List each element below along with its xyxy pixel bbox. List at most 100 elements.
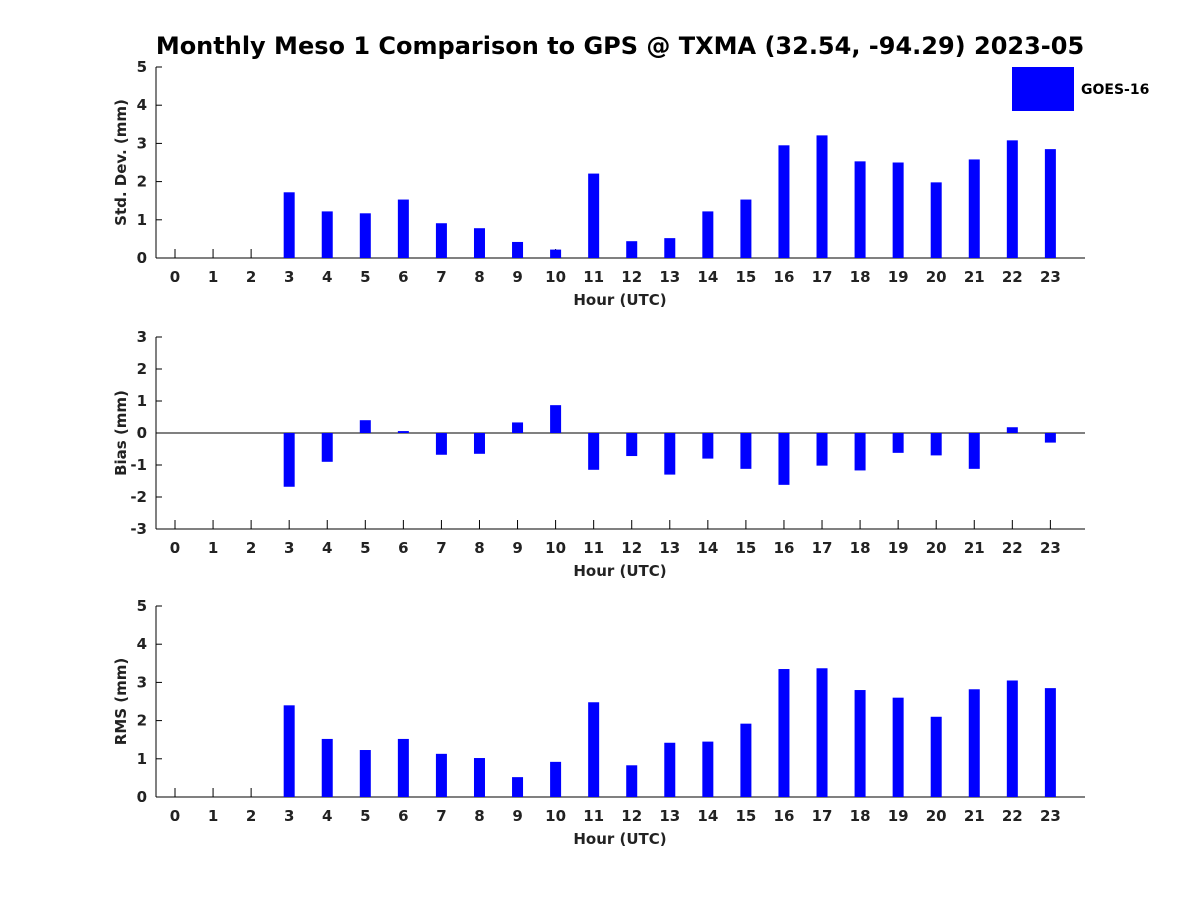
bar-hour-7 [435,753,447,797]
x-tick-label: 5 [360,539,370,557]
bar-hour-21 [968,689,980,797]
x-tick-label: 18 [850,539,871,557]
bar-hour-11 [588,702,600,797]
legend: GOES-16 [1012,67,1149,111]
x-tick-label: 4 [322,807,332,825]
bar-hour-8 [473,228,485,258]
x-tick-label: 22 [1002,539,1023,557]
bar-hour-16 [778,145,790,258]
x-tick-label: 2 [246,268,256,286]
y-axis-label: RMS (mm) [112,658,130,745]
bar-hour-16 [778,433,790,485]
y-tick-label: 4 [137,635,147,653]
x-tick-label: 12 [621,268,642,286]
bar-hour-23 [1044,433,1056,443]
bar-hour-9 [512,777,524,797]
bar-hour-13 [664,238,676,258]
bar-hour-22 [1006,427,1018,433]
x-tick-label: 17 [812,807,833,825]
x-tick-label: 16 [774,539,795,557]
x-tick-label: 19 [888,807,909,825]
x-tick-label: 22 [1002,807,1023,825]
bar-hour-5 [359,420,371,433]
bar-hour-4 [321,211,333,258]
bar-hour-23 [1044,149,1056,258]
bar-hour-18 [854,433,866,471]
bar-hour-10 [550,761,562,797]
y-tick-label: -2 [130,488,147,506]
y-tick-label: 1 [137,750,147,768]
bar-hour-12 [626,433,638,457]
bar-hour-12 [626,241,638,258]
x-tick-label: 3 [284,807,294,825]
x-tick-label: 17 [812,268,833,286]
x-tick-label: 16 [774,807,795,825]
x-tick-label: 22 [1002,268,1023,286]
x-tick-label: 0 [170,268,180,286]
x-tick-label: 11 [583,539,604,557]
bar-hour-6 [397,431,409,433]
x-tick-label: 15 [735,539,756,557]
bar-hour-4 [321,433,333,462]
x-tick-label: 19 [888,539,909,557]
x-tick-label: 7 [436,539,446,557]
x-tick-label: 5 [360,268,370,286]
x-axis-label: Hour (UTC) [573,291,666,309]
x-tick-label: 4 [322,539,332,557]
y-tick-label: 0 [137,249,147,267]
x-tick-label: 16 [774,268,795,286]
bar-hour-23 [1044,688,1056,797]
y-tick-label: 3 [137,328,147,346]
bar-hour-10 [550,405,562,433]
x-tick-label: 14 [697,807,718,825]
x-tick-label: 13 [659,268,680,286]
bar-hour-13 [664,433,676,475]
bar-hour-5 [359,213,371,258]
y-tick-label: -3 [130,520,147,538]
x-tick-label: 0 [170,539,180,557]
x-tick-label: 23 [1040,268,1061,286]
bar-hour-9 [512,422,524,433]
bar-hour-19 [892,162,904,258]
x-tick-label: 14 [697,539,718,557]
legend-swatch [1012,67,1074,111]
x-tick-label: 20 [926,268,947,286]
bar-hour-21 [968,433,980,469]
x-tick-label: 6 [398,807,408,825]
bar-hour-7 [435,223,447,258]
bar-hour-20 [930,716,942,797]
x-tick-label: 9 [512,539,522,557]
x-tick-label: 14 [697,268,718,286]
x-tick-label: 11 [583,268,604,286]
x-tick-label: 4 [322,268,332,286]
x-tick-label: 10 [545,539,566,557]
bar-hour-18 [854,690,866,797]
x-tick-label: 1 [208,539,218,557]
bar-hour-3 [283,433,295,487]
x-tick-label: 12 [621,539,642,557]
y-axis-label: Bias (mm) [112,390,130,476]
bar-hour-10 [550,249,562,258]
x-tick-label: 18 [850,268,871,286]
x-tick-label: 2 [246,539,256,557]
bar-hour-7 [435,433,447,455]
x-tick-label: 19 [888,268,909,286]
x-tick-label: 7 [436,807,446,825]
y-tick-label: 2 [137,360,147,378]
x-tick-label: 11 [583,807,604,825]
bar-hour-8 [473,433,485,454]
bar-hour-20 [930,433,942,456]
bar-hour-9 [512,241,524,258]
x-tick-label: 0 [170,807,180,825]
x-tick-label: 23 [1040,539,1061,557]
x-tick-label: 10 [545,807,566,825]
bar-hour-14 [702,433,714,459]
x-tick-label: 5 [360,807,370,825]
x-tick-label: 13 [659,807,680,825]
bar-hour-14 [702,741,714,797]
bar-hour-11 [588,173,600,258]
x-tick-label: 8 [474,539,484,557]
